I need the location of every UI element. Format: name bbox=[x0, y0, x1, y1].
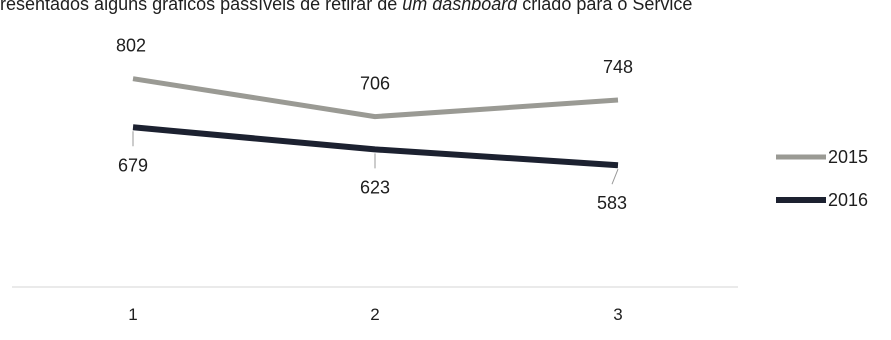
x-tick-label: 3 bbox=[613, 305, 622, 324]
series-line-2016 bbox=[132, 124, 619, 169]
data-label-2016: 583 bbox=[597, 193, 627, 213]
data-label-2015: 748 bbox=[603, 57, 633, 77]
caption-text: resentados alguns gráficos passíveis de … bbox=[0, 0, 891, 16]
data-label-2015: 802 bbox=[116, 36, 146, 56]
data-label-2016: 623 bbox=[360, 177, 390, 197]
x-tick-label: 1 bbox=[128, 305, 137, 324]
legend-label-2015: 2015 bbox=[828, 147, 868, 167]
data-label-leader bbox=[611, 169, 619, 185]
caption-italic: um dashboard bbox=[402, 0, 518, 14]
data-label-2015: 706 bbox=[360, 74, 390, 94]
x-tick-label: 2 bbox=[370, 305, 379, 324]
series-line-2015 bbox=[132, 76, 619, 120]
data-label-2016: 679 bbox=[118, 155, 148, 175]
caption-prefix: resentados alguns gráficos passíveis de … bbox=[0, 0, 403, 14]
legend-label-2016: 2016 bbox=[828, 190, 868, 210]
caption-suffix: criado para o Service bbox=[517, 0, 693, 14]
